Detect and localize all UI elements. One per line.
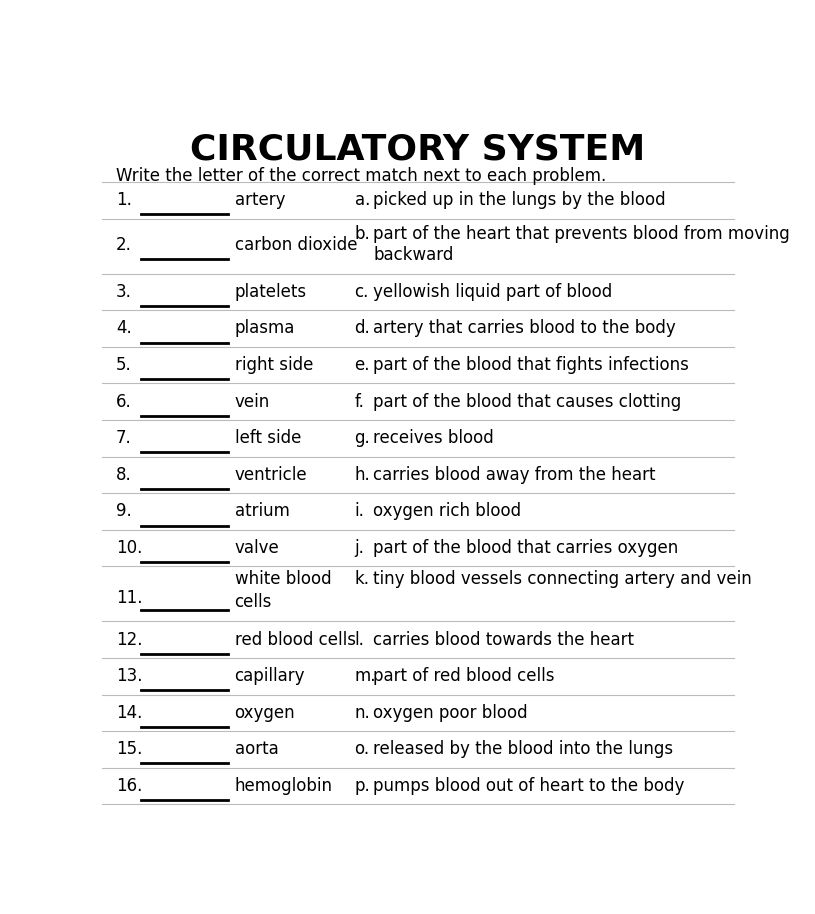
Text: part of the blood that carries oxygen: part of the blood that carries oxygen xyxy=(373,539,679,557)
Text: right side: right side xyxy=(235,356,313,374)
Text: capillary: capillary xyxy=(235,667,305,686)
Text: plasma: plasma xyxy=(235,319,295,337)
Text: released by the blood into the lungs: released by the blood into the lungs xyxy=(373,740,674,759)
Text: 1.: 1. xyxy=(116,191,132,209)
Text: 10.: 10. xyxy=(116,539,142,557)
Text: 13.: 13. xyxy=(116,667,143,686)
Text: 6.: 6. xyxy=(116,393,131,410)
Text: carries blood away from the heart: carries blood away from the heart xyxy=(373,466,656,484)
Text: 14.: 14. xyxy=(116,704,142,722)
Text: 15.: 15. xyxy=(116,740,142,759)
Text: h.: h. xyxy=(355,466,370,484)
Text: yellowish liquid part of blood: yellowish liquid part of blood xyxy=(373,282,613,301)
Text: valve: valve xyxy=(235,539,280,557)
Text: carbon dioxide: carbon dioxide xyxy=(235,236,357,254)
Text: 4.: 4. xyxy=(116,319,131,337)
Text: o.: o. xyxy=(355,740,370,759)
Text: 2.: 2. xyxy=(116,236,132,254)
Text: n.: n. xyxy=(355,704,370,722)
Text: j.: j. xyxy=(355,539,364,557)
Text: vein: vein xyxy=(235,393,270,410)
Text: cells: cells xyxy=(235,593,272,611)
Text: part of the blood that fights infections: part of the blood that fights infections xyxy=(373,356,689,374)
Text: oxygen poor blood: oxygen poor blood xyxy=(373,704,528,722)
Text: m.: m. xyxy=(355,667,376,686)
Text: f.: f. xyxy=(355,393,364,410)
Text: 3.: 3. xyxy=(116,282,132,301)
Text: carries blood towards the heart: carries blood towards the heart xyxy=(373,631,634,649)
Text: d.: d. xyxy=(355,319,370,337)
Text: i.: i. xyxy=(355,503,364,520)
Text: c.: c. xyxy=(355,282,369,301)
Text: 8.: 8. xyxy=(116,466,131,484)
Text: 5.: 5. xyxy=(116,356,131,374)
Text: oxygen: oxygen xyxy=(235,704,295,722)
Text: 16.: 16. xyxy=(116,777,142,795)
Text: 7.: 7. xyxy=(116,430,131,447)
Text: left side: left side xyxy=(235,430,301,447)
Text: artery: artery xyxy=(235,191,285,209)
Text: l.: l. xyxy=(355,631,364,649)
Text: oxygen rich blood: oxygen rich blood xyxy=(373,503,522,520)
Text: part of red blood cells: part of red blood cells xyxy=(373,667,555,686)
Text: p.: p. xyxy=(355,777,370,795)
Text: ventricle: ventricle xyxy=(235,466,307,484)
Text: hemoglobin: hemoglobin xyxy=(235,777,333,795)
Text: white blood: white blood xyxy=(235,570,331,588)
Text: 9.: 9. xyxy=(116,503,131,520)
Text: red blood cells: red blood cells xyxy=(235,631,355,649)
Text: CIRCULATORY SYSTEM: CIRCULATORY SYSTEM xyxy=(190,133,645,166)
Text: receives blood: receives blood xyxy=(373,430,494,447)
Text: tiny blood vessels connecting artery and vein: tiny blood vessels connecting artery and… xyxy=(373,570,752,588)
Text: k.: k. xyxy=(355,570,369,588)
Text: g.: g. xyxy=(355,430,370,447)
Text: Write the letter of the correct match next to each problem.: Write the letter of the correct match ne… xyxy=(116,167,606,186)
Text: pumps blood out of heart to the body: pumps blood out of heart to the body xyxy=(373,777,685,795)
Text: part of the blood that causes clotting: part of the blood that causes clotting xyxy=(373,393,681,410)
Text: a.: a. xyxy=(355,191,370,209)
Text: backward: backward xyxy=(373,246,454,263)
Text: b.: b. xyxy=(355,225,370,242)
Text: platelets: platelets xyxy=(235,282,306,301)
Text: picked up in the lungs by the blood: picked up in the lungs by the blood xyxy=(373,191,666,209)
Text: part of the heart that prevents blood from moving: part of the heart that prevents blood fr… xyxy=(373,225,791,242)
Text: aorta: aorta xyxy=(235,740,278,759)
Text: e.: e. xyxy=(355,356,370,374)
Text: atrium: atrium xyxy=(235,503,289,520)
Text: 11.: 11. xyxy=(116,589,143,607)
Text: 12.: 12. xyxy=(116,631,143,649)
Text: artery that carries blood to the body: artery that carries blood to the body xyxy=(373,319,676,337)
